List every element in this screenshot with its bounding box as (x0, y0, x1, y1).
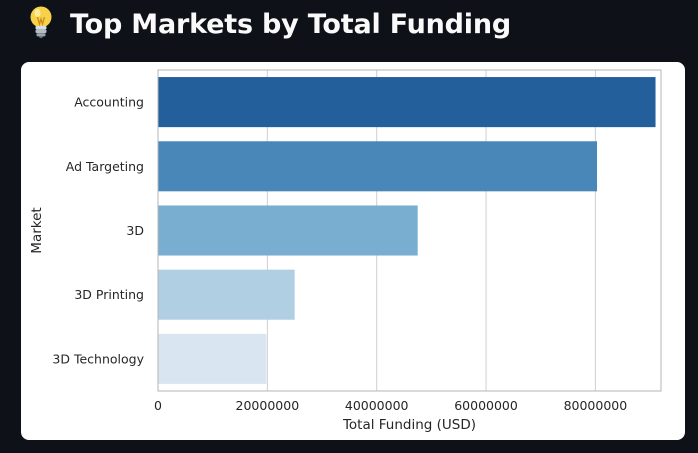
bar (158, 205, 418, 256)
x-tick-label: 20000000 (236, 398, 300, 413)
x-tick-label: 60000000 (454, 398, 518, 413)
y-axis-label: Market (29, 207, 45, 253)
chart-card: 0 20000000 40000000 60000000 80000000 Account… (21, 62, 685, 440)
axes (157, 69, 662, 392)
x-tick-label: 0 (154, 398, 162, 413)
y-tick-label: 3D Technology (52, 351, 144, 366)
x-tick-label: 40000000 (345, 398, 409, 413)
y-tick-label: 3D (126, 223, 144, 238)
bar (158, 333, 267, 384)
bar (158, 141, 598, 192)
page-title: Top Markets by Total Funding (70, 8, 511, 40)
light-bulb-icon (30, 6, 52, 39)
y-tick-label: Accounting (74, 95, 144, 110)
bar (158, 269, 295, 320)
x-axis-label: Total Funding (USD) (342, 417, 476, 433)
y-tick-label: Ad Targeting (66, 159, 144, 174)
page-header: Top Markets by Total Funding (26, 2, 511, 46)
y-tick-label: 3D Printing (74, 287, 144, 302)
tick-labels: 0 20000000 40000000 60000000 80000000 Account… (52, 95, 627, 413)
plot-frame (157, 69, 662, 392)
bar (158, 77, 656, 128)
x-tick-label: 80000000 (564, 398, 628, 413)
bars (158, 77, 656, 384)
funding-bar-chart: 0 20000000 40000000 60000000 80000000 Account… (29, 69, 662, 433)
